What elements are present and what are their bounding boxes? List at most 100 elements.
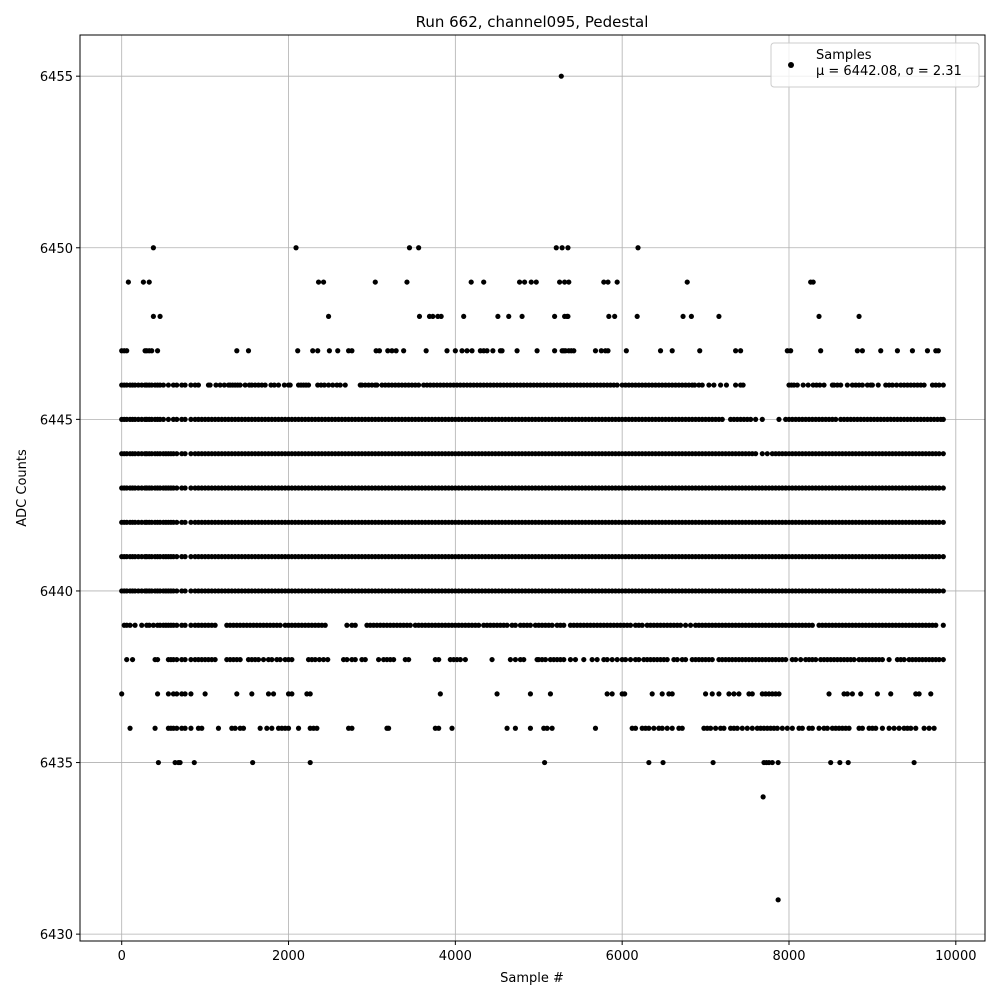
data-point	[182, 622, 188, 628]
data-point	[174, 416, 180, 422]
data-point	[664, 725, 670, 731]
data-point	[660, 759, 666, 766]
data-point	[740, 382, 746, 388]
data-point	[376, 348, 383, 354]
data-point	[213, 382, 219, 388]
data-point	[878, 348, 884, 354]
data-point	[527, 622, 534, 628]
data-point	[250, 759, 256, 766]
data-point	[561, 622, 567, 628]
data-point	[386, 725, 392, 731]
data-point	[669, 691, 675, 697]
data-point	[514, 348, 520, 354]
data-point	[592, 348, 599, 354]
data-point	[875, 382, 881, 388]
data-point	[614, 279, 620, 285]
data-point	[330, 382, 336, 388]
data-point	[733, 348, 739, 354]
data-point	[139, 622, 145, 628]
data-point	[837, 759, 843, 766]
data-point	[682, 622, 689, 628]
data-point	[567, 656, 574, 663]
data-point	[940, 588, 946, 594]
data-point	[558, 73, 564, 79]
data-point	[594, 656, 600, 663]
data-point	[612, 313, 618, 320]
data-point	[462, 656, 468, 663]
data-point	[127, 622, 133, 628]
data-point	[921, 382, 927, 388]
data-point	[401, 348, 407, 354]
legend-series-label: Samples	[816, 48, 872, 63]
data-point	[260, 656, 267, 663]
data-point	[779, 725, 785, 731]
data-point	[146, 622, 152, 628]
data-point	[614, 382, 620, 388]
data-point	[893, 382, 900, 388]
data-point	[581, 656, 587, 663]
data-point	[484, 348, 490, 354]
data-point	[828, 759, 834, 766]
data-point	[174, 725, 180, 731]
data-point	[527, 725, 534, 731]
data-point	[657, 348, 664, 354]
data-point	[622, 656, 629, 663]
data-point	[321, 382, 327, 388]
data-point	[627, 656, 634, 663]
data-point	[784, 725, 790, 731]
data-point	[639, 622, 645, 628]
data-point	[936, 382, 942, 388]
data-point	[257, 725, 263, 731]
data-point	[188, 485, 194, 491]
data-point	[533, 279, 539, 285]
data-point	[891, 725, 897, 731]
data-point	[813, 656, 819, 663]
data-point	[527, 691, 534, 697]
data-point	[936, 554, 942, 560]
y-tick-label: 6450	[40, 242, 73, 257]
data-point	[748, 416, 754, 422]
data-point	[549, 622, 555, 628]
data-point	[549, 725, 555, 731]
data-point	[275, 382, 282, 388]
data-point	[154, 691, 161, 697]
data-point	[879, 725, 886, 731]
data-point	[322, 622, 328, 628]
data-point	[174, 656, 180, 663]
data-point	[800, 382, 806, 388]
data-point	[326, 348, 332, 354]
data-point	[416, 313, 423, 320]
data-point	[760, 794, 766, 800]
data-point	[634, 313, 640, 320]
data-point	[605, 279, 611, 285]
data-point	[295, 348, 301, 354]
data-point	[935, 348, 941, 354]
data-point	[936, 519, 942, 525]
data-point	[719, 416, 725, 422]
data-point	[769, 759, 775, 766]
data-point	[191, 759, 197, 766]
x-tick-label: 2000	[272, 949, 305, 964]
data-point	[659, 725, 665, 731]
data-point	[182, 382, 188, 388]
data-point	[165, 691, 172, 697]
data-point	[430, 313, 436, 320]
data-point	[289, 656, 295, 663]
data-point	[154, 656, 161, 663]
data-point	[188, 416, 194, 422]
data-point	[542, 656, 549, 663]
data-point	[320, 279, 327, 285]
data-point	[157, 313, 163, 320]
data-point	[182, 485, 188, 491]
data-point	[202, 691, 208, 697]
data-point	[269, 725, 275, 731]
data-point	[809, 725, 815, 731]
data-point	[776, 691, 782, 697]
data-point	[627, 622, 634, 628]
data-point	[916, 691, 922, 697]
data-point	[544, 725, 550, 731]
data-point	[506, 313, 512, 320]
data-point	[372, 279, 378, 285]
data-point	[217, 382, 223, 388]
data-point	[174, 588, 180, 594]
